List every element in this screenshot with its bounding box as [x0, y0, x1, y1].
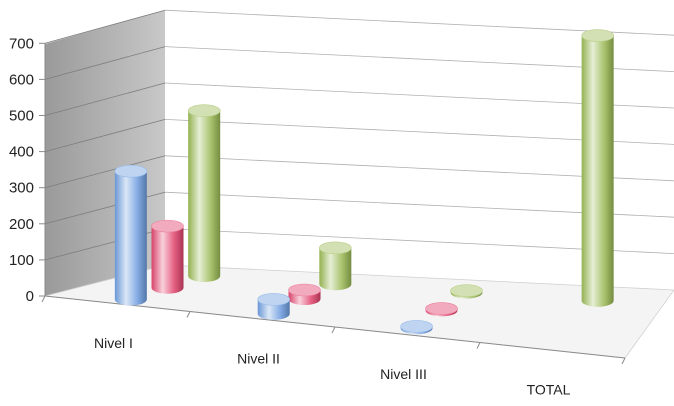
side-gridline [44, 46, 166, 80]
axes [39, 42, 626, 365]
x-tick-label: Nivel II [237, 350, 280, 366]
y-tick-label: 600 [9, 71, 34, 88]
bar-top [450, 284, 483, 298]
bar-top [151, 219, 184, 233]
side-gridline [44, 82, 166, 116]
bar-cylinder [400, 320, 433, 335]
side-gridline [44, 155, 166, 189]
y-tick-label: 400 [9, 144, 34, 161]
bar-cylinder [151, 219, 184, 294]
bar-body [151, 226, 184, 294]
bar-top [400, 320, 433, 333]
bar-top [288, 283, 321, 297]
y-tick-label: 100 [9, 252, 34, 269]
y-tick-labels: 0 100 200 300 400 500 600 700 [9, 35, 34, 305]
side-gridline [44, 9, 166, 44]
bar-cylinder [288, 283, 321, 306]
y-tick-label: 700 [9, 35, 34, 52]
bar-top [319, 241, 352, 255]
x-tick-mark [621, 357, 626, 365]
chart-side-wall [45, 10, 165, 296]
bar-cylinder [319, 241, 352, 291]
x-tick-label: TOTAL [527, 381, 571, 397]
bar-cylinder [187, 104, 221, 282]
bar-cylinder [114, 164, 148, 306]
y-tick-label: 200 [9, 216, 34, 233]
side-gridline [44, 119, 166, 152]
x-tick-mark [476, 342, 481, 349]
bar-cylinder [450, 284, 483, 299]
bars [114, 29, 614, 335]
x-tick-label: Nivel I [94, 335, 133, 351]
x-tick-mark [331, 326, 336, 334]
chart-back-wall [165, 10, 674, 290]
bar-top [425, 302, 458, 315]
bar-body [188, 110, 221, 282]
bar-body [581, 35, 614, 307]
bar-body [319, 247, 352, 291]
bar-top [187, 104, 221, 117]
bar-top [257, 293, 291, 306]
y-tick-label: 300 [9, 180, 34, 197]
y-tick-label: 500 [9, 108, 34, 125]
y-tick-label: 0 [26, 288, 34, 305]
bar-top [114, 164, 148, 178]
bar-cylinder [581, 29, 614, 307]
x-tick-mark [186, 311, 191, 318]
x-tick-label: Nivel III [380, 366, 427, 382]
x-tick-mark [41, 295, 46, 303]
bar-cylinder [257, 293, 291, 320]
x-tick-labels: Nivel I Nivel II Nivel III TOTAL [94, 335, 571, 398]
bar-cylinder [425, 302, 458, 317]
bar-body [114, 171, 147, 306]
bar-top [581, 29, 614, 42]
